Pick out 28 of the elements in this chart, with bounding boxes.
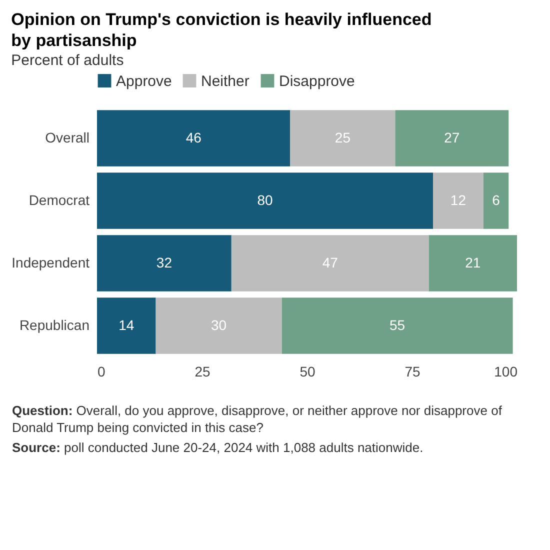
legend-label: Neither	[201, 72, 250, 90]
data-label: 6	[492, 192, 500, 208]
data-label: 55	[390, 316, 406, 333]
data-label: 32	[156, 254, 172, 270]
data-label: 30	[211, 316, 227, 333]
data-label: 27	[444, 129, 460, 146]
chart-subtitle: Percent of adults	[11, 52, 124, 69]
x-tick-label: 0	[98, 364, 106, 380]
data-label: 25	[334, 129, 351, 146]
y-tick-label: Republican	[19, 316, 90, 333]
legend-label: Approve	[116, 72, 172, 90]
y-tick-label: Overall	[45, 129, 90, 146]
legend-label: Disapprove	[279, 72, 355, 90]
data-label: 46	[186, 129, 202, 146]
data-label: 14	[118, 316, 134, 333]
y-tick-label: Democrat	[28, 192, 90, 208]
source-note: Source: poll conducted June 20-24, 2024 with 1,088 adults nationwide.	[12, 440, 424, 457]
x-tick-label: 75	[404, 364, 420, 380]
x-tick-label: 100	[494, 364, 518, 380]
data-label: 12	[450, 192, 466, 208]
x-tick-label: 50	[300, 364, 316, 380]
chart-title: Opinion on Trump's conviction is heavily influenced by partisanship	[11, 10, 432, 50]
text: Question: Overall, do you approve, disapprove, or neither approve nor disapprove of Donald Trump being convicted in this case?	[12, 403, 503, 437]
data-label: 80	[257, 192, 273, 208]
data-label: 47	[322, 254, 338, 270]
data-label: 21	[465, 254, 481, 270]
x-tick-label: 25	[194, 364, 210, 380]
y-tick-label: Independent	[12, 254, 90, 270]
